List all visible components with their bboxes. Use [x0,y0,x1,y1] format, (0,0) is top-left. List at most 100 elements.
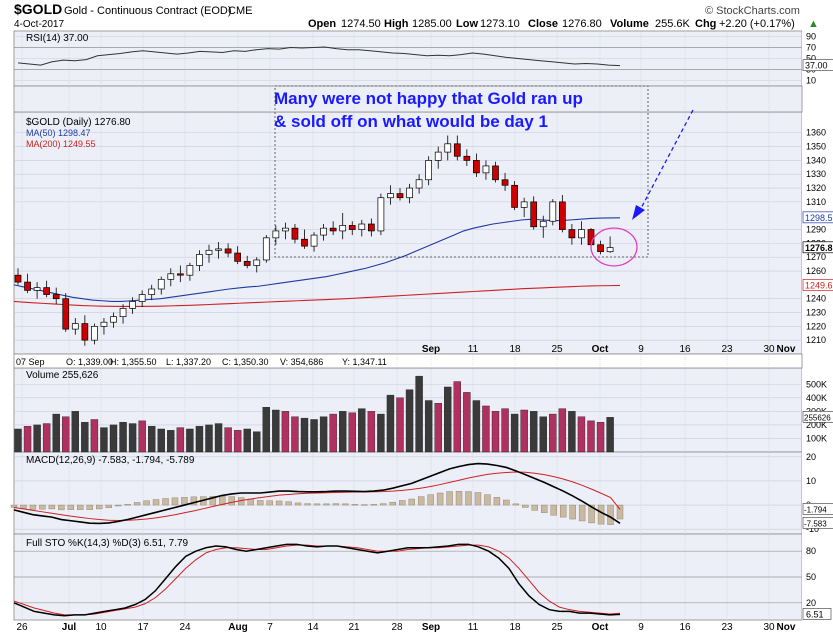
info-value: L: 1,337.20 [166,357,211,367]
volume-bar [81,421,89,453]
macd-hist-bar [323,503,330,506]
macd-hist-bar [20,504,27,509]
sto-tick-label: 80 [806,546,816,556]
price-badge [802,279,833,291]
sto-tick-label: 20 [806,598,816,608]
candle-body [138,294,146,302]
candle-body [224,248,232,254]
candle-body [167,273,175,280]
candle-body [568,229,576,239]
y-axes: 907050301037.001360135013401330132013101… [802,32,833,620]
bottom-x-label: 17 [137,622,149,633]
ma200-legend: MA(200) 1249.55 [26,139,96,149]
candle-body [320,227,327,236]
macd-hist-bar [58,504,65,511]
volume-bar [233,430,242,453]
price-tick-label: 1360 [806,128,826,138]
panel-bg-price [13,111,803,355]
info-value: 07 Sep [16,357,45,367]
candle-body [91,325,98,341]
candle-body [205,249,213,255]
volume-bar [396,397,404,453]
candle-body [511,184,518,208]
macd-hist-bar [522,504,529,508]
volume-bar [606,417,614,453]
macd-hist-bar [313,503,321,506]
bottom-x-label: Oct [592,622,609,633]
price-tick-label: 1230 [806,308,826,318]
volume-bar [14,428,22,453]
bottom-x-label: Aug [228,622,247,633]
macd-hist-bar [247,498,254,506]
price-x-label: 30 [763,344,775,355]
candle-body [453,143,461,157]
chg-arrow: ▲ [808,18,819,30]
info-value: Y: 1,347.11 [342,357,387,367]
bottom-x-label: 25 [551,622,563,633]
candle-body [243,260,251,266]
candle-body [377,197,385,232]
bottom-x-label: 16 [679,622,691,633]
macd-hist-bar [417,496,425,506]
volume-bar [90,419,99,453]
chg-value: +2.20 (+0.17%) [719,18,795,30]
vol-tick-label: 100K [806,433,827,443]
macd-hist-bar [616,504,624,520]
macd-hist-bar [541,504,548,513]
volume-bar [281,411,290,453]
macd-hist-bar [332,503,340,506]
rsi-panel: RSI(14) 37.00 [14,33,802,70]
price-panel: $GOLD (Daily) 1276.80 MA(50) 1298.47 MA(… [13,85,649,346]
volume-bar [329,413,337,453]
annotation-arrowhead [632,205,645,220]
bottom-x-label: 28 [391,622,403,633]
volume-bar [319,416,328,453]
low-value: 1273.10 [480,18,520,30]
candle-body [157,278,165,290]
volume-bar [52,413,60,453]
bottom-x-label: 10 [95,622,107,633]
candle-body [396,193,404,199]
rsi-price-gap [13,85,803,113]
macd-hist-bar [96,504,103,510]
macd-hist-bar [550,504,557,516]
bottom-x-label: 11 [468,622,479,633]
candle-body [52,294,60,300]
volume-bar [195,426,204,453]
candle-body [148,288,156,295]
macd-hist-bar [399,500,406,506]
macd-hist-bar [436,492,444,506]
price-badge-label: 1249.6 [805,280,833,290]
candle-body [339,225,347,232]
macd-hist-bar [29,504,37,510]
rsi-tick-label: 10 [806,76,816,86]
price-x-label: Sep [422,344,440,355]
volume-bar [405,389,414,453]
macd-badge [802,503,833,515]
price-tick-label: 1290 [806,225,826,235]
price-x-label: Oct [592,344,609,355]
volume-bar [300,417,309,453]
candle-body [348,225,356,230]
macd-tick-label: 20 [806,452,816,462]
volume-label: Volume [610,18,649,30]
candle-body [14,274,22,283]
price-title: $GOLD (Daily) 1276.80 [26,117,131,128]
volume-bar [186,428,194,453]
price-x-label: 16 [679,344,691,355]
candle-body [100,321,108,327]
macd-hist-bar [162,498,169,506]
close-value: 1276.80 [562,18,602,30]
price-tick-label: 1240 [806,294,826,304]
info-value: H: 1,355.50 [110,357,157,367]
price-tick-label: 1350 [806,142,826,152]
volume-bar [558,408,567,453]
info-value: C: 1,350.30 [222,357,269,367]
candle-body [272,230,280,239]
volume-bar [472,400,481,453]
bottom-x-label: 23 [721,622,733,633]
volume-bar [510,413,519,453]
volume-bar [444,386,452,453]
candle-body [62,298,70,330]
ma50-legend: MA(50) 1298.47 [26,128,91,138]
